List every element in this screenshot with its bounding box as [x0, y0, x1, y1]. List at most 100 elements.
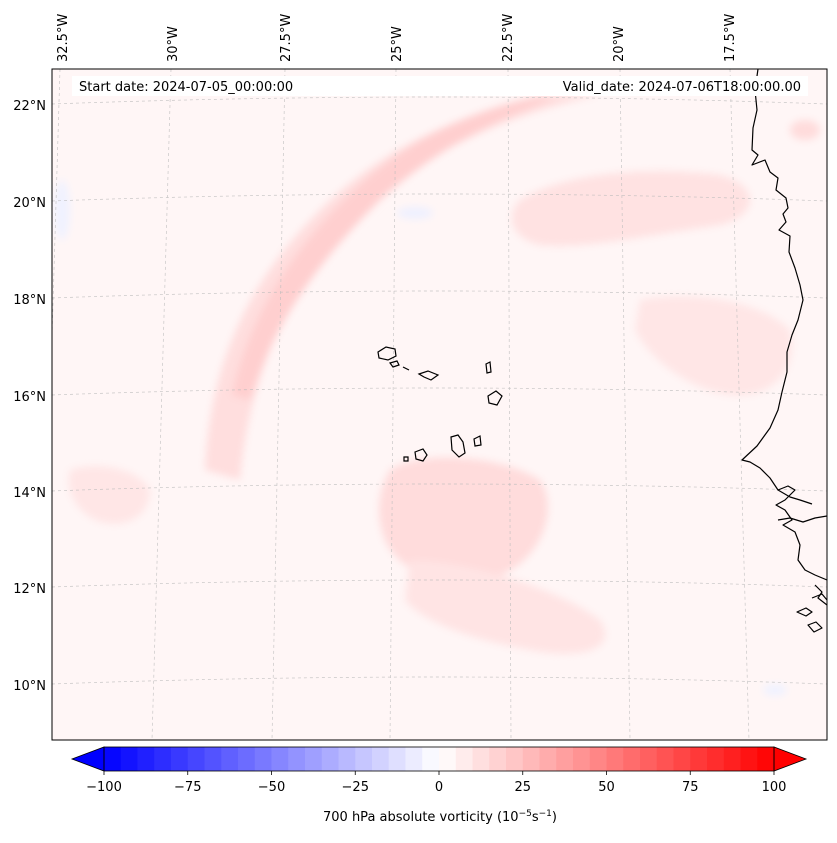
field-background: [52, 69, 827, 740]
island-sao-nicolau: [417, 370, 440, 381]
colorbar-cell: [723, 747, 742, 771]
island-sao-vicente: [388, 360, 400, 368]
colorbar-tick-label: 0: [435, 780, 443, 795]
colorbar-cell: [522, 747, 541, 771]
colorbar-cell: [388, 747, 407, 771]
colorbar-cell: [422, 747, 440, 771]
parallel-18n: [52, 290, 827, 299]
longitude-labels: 32.5°W 30°W 27.5°W 25°W 22.5°W 20°W 17.5…: [56, 14, 738, 62]
island-santo-antao: [377, 346, 397, 361]
lat-label-12n: 12°N: [13, 582, 46, 597]
colorbar-tick-label: −50: [258, 780, 285, 795]
parallel-12n: [52, 579, 827, 588]
parallel-16n: [52, 387, 827, 396]
island-brava: [403, 456, 409, 462]
colorbar-cell: [489, 747, 507, 771]
colorbar-tick-label: 100: [762, 780, 787, 795]
colorbar-label-exp2: −1: [539, 809, 552, 819]
colorbar-tick-label: 25: [514, 780, 531, 795]
island-santa-luzia: [402, 366, 410, 371]
vorticity-band-core: [232, 96, 560, 400]
colorbar-cell: [137, 747, 155, 771]
meridian-30w: [151, 69, 172, 740]
graticule: [52, 69, 827, 740]
lat-label-18n: 18°N: [13, 293, 46, 308]
meridian-25w: [389, 69, 397, 740]
colorbar-cell: [623, 747, 641, 771]
colorbar-cell: [372, 747, 390, 771]
colorbar-label-suffix: ): [552, 810, 557, 825]
colorbar-cell: [640, 747, 658, 771]
parallel-10n: [52, 676, 827, 685]
colorbar-cell: [439, 747, 457, 771]
parallel-22n: [52, 96, 827, 105]
vorticity-patch-central: [378, 457, 548, 581]
island-fogo: [414, 448, 428, 462]
coast-gambia-estuary: [777, 489, 813, 505]
colorbar-cell: [656, 747, 675, 771]
island-boa-vista: [487, 390, 503, 406]
coast-guinea: [814, 584, 827, 606]
vorticity-field: [54, 95, 820, 696]
lon-label-20w: 20°W: [612, 26, 627, 62]
latitude-labels: 22°N 20°N 18°N 16°N 14°N 12°N 10°N: [13, 99, 46, 694]
colorbar-cell: [171, 747, 189, 771]
lon-label-22-5w: 22.5°W: [501, 14, 516, 62]
colorbar-tick-label: −75: [174, 780, 201, 795]
colorbar-cell: [405, 747, 423, 771]
colorbar-tick-label: −100: [86, 780, 122, 795]
colorbar-tick-label: 50: [598, 780, 615, 795]
colorbar-cell: [104, 747, 122, 771]
lat-label-10n: 10°N: [13, 679, 46, 694]
colorbar-cell: [606, 747, 624, 771]
colorbar-extend-high: [773, 746, 808, 772]
colorbar-cell: [556, 747, 574, 771]
colorbar-extend-low: [70, 746, 105, 772]
coast-guinea-bissau: [777, 515, 827, 523]
island-maio: [473, 435, 482, 447]
colorbar-cell: [539, 747, 557, 771]
vorticity-negative-1: [397, 207, 433, 219]
cape-verde-islands: [377, 346, 503, 462]
parallel-20n: [52, 193, 827, 202]
lat-label-20n: 20°N: [13, 196, 46, 211]
colorbar-cell: [338, 747, 356, 771]
vorticity-negative-2: [54, 180, 70, 240]
africa-coastline: [741, 69, 827, 633]
colorbar-cell: [690, 747, 708, 771]
island-santiago: [450, 434, 466, 458]
colorbar-cell: [288, 747, 306, 771]
colorbar-cell: [321, 747, 340, 771]
colorbar-cell: [204, 747, 222, 771]
lat-label-14n: 14°N: [13, 486, 46, 501]
meridian-27-5w: [271, 69, 286, 740]
vorticity-patch-north: [511, 171, 750, 246]
colorbar-tick-label: 75: [682, 780, 699, 795]
colorbar-cell: [187, 747, 206, 771]
islands-bijagos: [796, 593, 827, 633]
vorticity-patch-east: [635, 296, 792, 396]
colorbar-cell: [154, 747, 172, 771]
lat-label-22n: 22°N: [13, 99, 46, 114]
colorbar-cell: [221, 747, 239, 771]
colorbar-label-prefix: 700 hPa absolute vorticity (10: [323, 810, 519, 825]
lon-label-17-5w: 17.5°W: [723, 14, 738, 62]
vorticity-positive-ne: [790, 120, 820, 140]
header-box: [72, 76, 808, 96]
lon-label-25w: 25°W: [390, 26, 405, 62]
island-sal: [485, 361, 492, 374]
colorbar: −100 −75 −50 −25 0 25 50 75 100 700 hPa absolute…: [70, 746, 808, 825]
colorbar-cell: [305, 747, 323, 771]
colorbar-cell: [120, 747, 139, 771]
colorbar-cell: [740, 747, 758, 771]
colorbar-label-exp1: −5: [519, 809, 532, 819]
colorbar-cell: [455, 747, 474, 771]
colorbar-cell: [589, 747, 608, 771]
valid-date-label: Valid_date: 2024-07-06T18:00:00.00: [563, 80, 801, 95]
colorbar-cell: [238, 747, 256, 771]
coast-mauritania-senegal: [741, 69, 827, 581]
map-panel: [52, 69, 827, 740]
meridian-22-5w: [507, 69, 512, 740]
map-frame: [51, 68, 828, 741]
